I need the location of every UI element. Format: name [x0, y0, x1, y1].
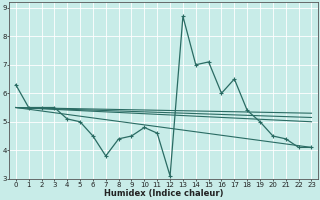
- X-axis label: Humidex (Indice chaleur): Humidex (Indice chaleur): [104, 189, 223, 198]
